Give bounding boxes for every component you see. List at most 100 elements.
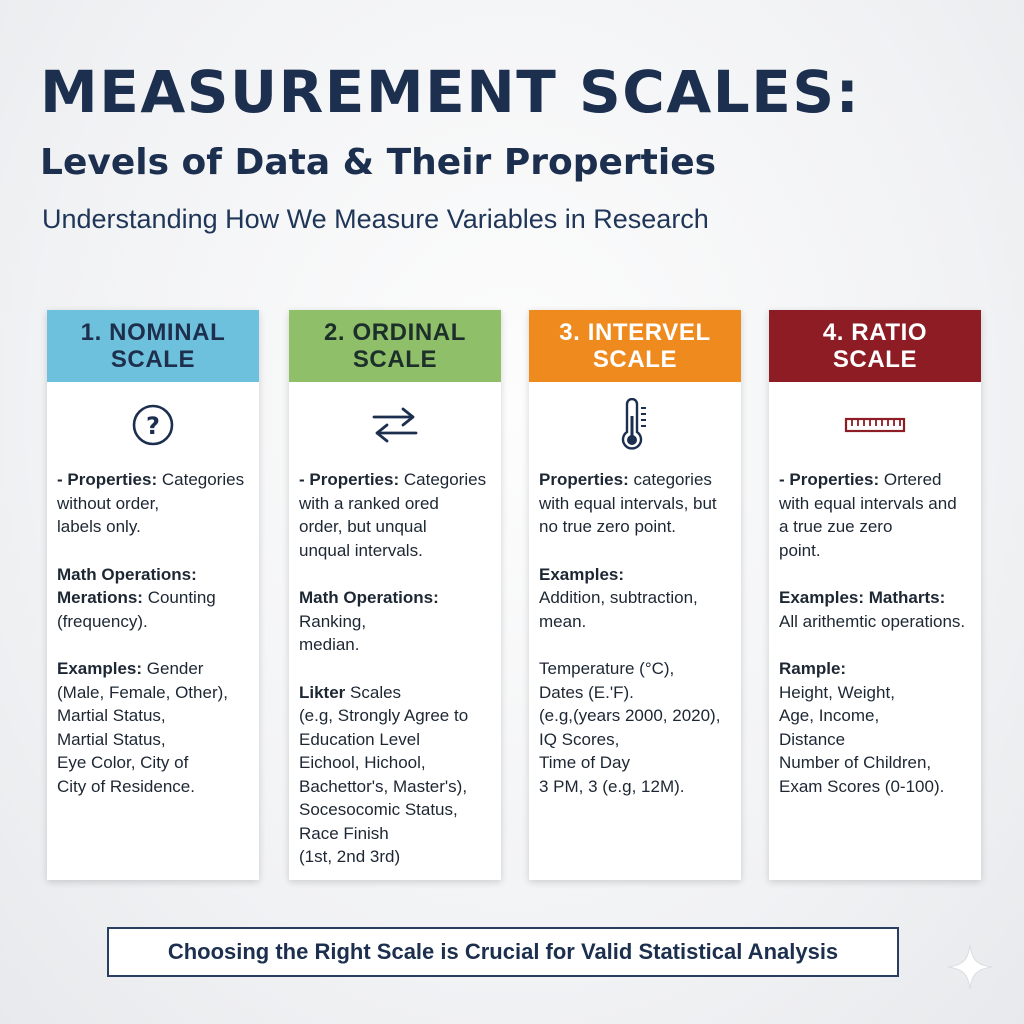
card-text-value: Temperature (°C), xyxy=(539,659,675,678)
card-text-value: Race Finish xyxy=(299,823,389,843)
card-text-label: Merations: xyxy=(57,588,143,607)
card-text-line: with equal intervals and xyxy=(779,492,973,516)
ordinal-card-body: - Properties: Categories with a ranked or… xyxy=(289,468,501,869)
card-text-value: (e.g, Strongly Agree to xyxy=(299,706,469,725)
card-text-block: Examples: Matharts: All arithemtic operat… xyxy=(779,586,973,633)
card-text-line: Time of Day xyxy=(539,751,733,775)
card-text-line: Height, Weight, xyxy=(779,681,973,705)
card-text-label: Properties: xyxy=(539,470,629,489)
card-text-line: IQ Scores, xyxy=(539,728,733,752)
ratio-card-body: - Properties: Ortered with equal interval… xyxy=(769,468,981,798)
card-text-line: (Male, Female, Other), xyxy=(57,681,251,705)
card-text-line: - Properties: Categories xyxy=(57,468,251,492)
card-text-value: All arithemtic operations. xyxy=(779,611,966,631)
nominal-card-header: 1. NOMINAL SCALE xyxy=(47,310,259,382)
card-text-block: Examples: Addition, subtraction, mean. xyxy=(539,563,733,634)
card-text-line: labels only. xyxy=(57,515,251,539)
interval-scale-card: 3. INTERVEL SCALE Properties: categories… xyxy=(529,310,741,880)
card-text-block: Math Operations: Ranking, median. xyxy=(299,586,493,657)
card-text-line: 3 PM, 3 (e.g, 12M). xyxy=(539,775,733,799)
card-text-line: a true zue zero xyxy=(779,515,973,539)
card-text-value: Bachettor's, Master's), xyxy=(299,776,468,796)
swap-arrows-icon xyxy=(372,407,418,443)
card-text-value: IQ Scores, xyxy=(539,729,620,749)
card-text-value: labels only. xyxy=(57,517,141,536)
card-text-block: Properties: categories with equal interva… xyxy=(539,468,733,539)
card-text-value: Eichool, Hichool, xyxy=(299,753,426,772)
nominal-scale-card: 1. NOMINAL SCALE ? - Properties: Categor… xyxy=(47,310,259,880)
card-text-value: categories xyxy=(628,470,712,489)
card-text-label: Examples: xyxy=(539,564,625,584)
card-text-value: Addition, subtraction, xyxy=(539,588,698,607)
card-text-value: with equal intervals, but xyxy=(539,493,717,513)
card-text-value: without order, xyxy=(57,493,160,513)
card-text-value: order, but unqual xyxy=(299,517,427,536)
subtitle: Levels of Data & Their Properties xyxy=(40,142,717,183)
card-text-block: Examples: Gender (Male, Female, Other), Ma… xyxy=(57,657,251,798)
card-text-line: with a ranked ored xyxy=(299,492,493,516)
card-text-block: Rample: Height, Weight, Age, Income, Distan… xyxy=(779,657,973,798)
card-text-value: Age, Income, xyxy=(779,706,880,725)
card-text-line: mean. xyxy=(539,610,733,634)
card-text-value: Scales xyxy=(345,682,402,702)
card-text-value: City of Residence. xyxy=(57,776,195,796)
card-text-label: Math Operations: xyxy=(57,564,197,584)
card-text-label: - Properties: xyxy=(57,470,158,489)
card-text-line: Math Operations: xyxy=(299,586,493,610)
card-text-line: order, but unqual xyxy=(299,515,493,539)
footer-banner: Choosing the Right Scale is Crucial for … xyxy=(107,927,899,977)
card-text-line: Exam Scores (0-100). xyxy=(779,775,973,799)
ordinal-scale-card: 2. ORDINAL SCALE - Properties: Categorie… xyxy=(289,310,501,880)
question-circle-icon: ? xyxy=(132,404,174,446)
card-text-line: Merations: Counting xyxy=(57,586,251,610)
card-text-value: Distance xyxy=(779,729,846,749)
card-text-line: Rample: xyxy=(779,657,973,681)
card-text-line: Examples: Matharts: xyxy=(779,586,973,610)
ratio-card-header: 4. RATIO SCALE xyxy=(769,310,981,382)
card-text-value: Number of Children, xyxy=(779,753,932,772)
main-title: MEASUREMENT SCALES: xyxy=(40,58,861,126)
card-text-line: Eichool, Hichool, xyxy=(299,751,493,775)
card-text-label: Examples: Matharts: xyxy=(779,588,946,607)
card-text-value: (frequency). xyxy=(57,611,148,631)
card-text-line: Addition, subtraction, xyxy=(539,586,733,610)
card-text-line: Eye Color, City of xyxy=(57,751,251,775)
card-text-value: Martial Status, xyxy=(57,706,166,725)
card-text-line: Martial Status, xyxy=(57,704,251,728)
card-text-block: - Properties: Categories with a ranked or… xyxy=(299,468,493,562)
card-text-value: Socesocomic Status, xyxy=(299,800,458,819)
card-text-label: - Properties: xyxy=(299,470,400,489)
card-text-line: median. xyxy=(299,633,493,657)
card-text-value: Height, Weight, xyxy=(779,682,895,702)
card-text-line: - Properties: Ortered xyxy=(779,468,973,492)
ratio-scale-card: 4. RATIO SCALE - Properties: Ortered with… xyxy=(769,310,981,880)
card-text-line: Distance xyxy=(779,728,973,752)
card-text-line: (e.g, Strongly Agree to xyxy=(299,704,493,728)
card-text-line: Temperature (°C), xyxy=(539,657,733,681)
card-text-value: (e.g,(years 2000, 2020), xyxy=(539,706,721,725)
card-text-value: unqual intervals. xyxy=(299,540,423,560)
card-text-value: Categories xyxy=(157,470,245,489)
tagline: Understanding How We Measure Variables i… xyxy=(42,204,709,234)
card-text-line: All arithemtic operations. xyxy=(779,610,973,634)
card-text-line: Socesocomic Status, xyxy=(299,798,493,822)
card-text-line: - Properties: Categories xyxy=(299,468,493,492)
card-text-line: (e.g,(years 2000, 2020), xyxy=(539,704,733,728)
card-text-value: a true zue zero xyxy=(779,517,893,536)
card-text-line: Examples: Gender xyxy=(57,657,251,681)
card-text-value: Exam Scores (0-100). xyxy=(779,776,945,796)
card-text-line: Properties: categories xyxy=(539,468,733,492)
card-text-label: - Properties: xyxy=(779,470,880,489)
card-text-line: with equal intervals, but xyxy=(539,492,733,516)
card-text-line: Education Level xyxy=(299,728,493,752)
card-text-value: mean. xyxy=(539,611,587,631)
ordinal-card-header: 2. ORDINAL SCALE xyxy=(289,310,501,382)
card-text-value: point. xyxy=(779,540,821,560)
card-text-value: Education Level xyxy=(299,729,420,749)
card-text-label: Math Operations: xyxy=(299,588,439,607)
card-text-line: (1st, 2nd 3rd) xyxy=(299,845,493,869)
card-text-line: without order, xyxy=(57,492,251,516)
card-text-line: Dates (E.'F). xyxy=(539,681,733,705)
card-text-line: Number of Children, xyxy=(779,751,973,775)
card-text-line: (frequency). xyxy=(57,610,251,634)
